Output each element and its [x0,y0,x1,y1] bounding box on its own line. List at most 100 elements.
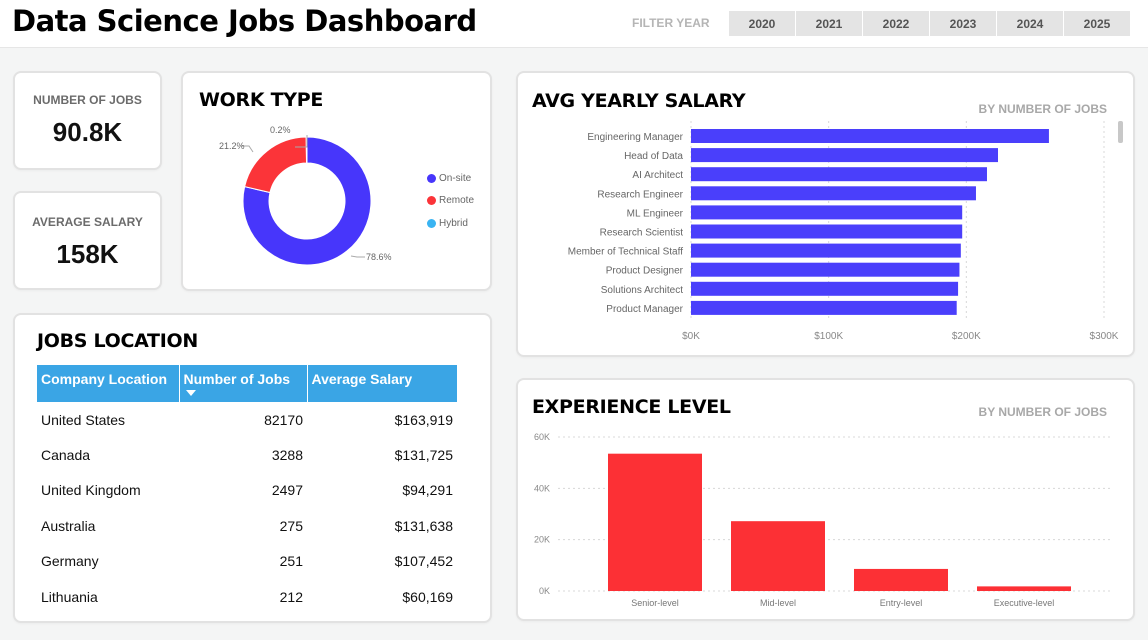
jobs-location-table: Company Location Number of Jobs Average … [37,365,457,614]
page-title: Data Science Jobs Dashboard [12,4,477,38]
cell-jobs: 2497 [271,482,303,499]
donut-slice-remote[interactable] [244,136,308,194]
salary-bar-ai-architect[interactable] [691,167,987,182]
salary-bar-member-of-technical-staff[interactable] [691,243,961,258]
experience-chart-subtitle: BY NUMBER OF JOBS [978,405,1107,419]
table-row[interactable]: Australia 275 $131,638 [37,508,457,543]
salary-bar-research-scientist[interactable] [691,224,963,239]
salary-category-label: Product Designer [606,266,684,277]
year-button-2023[interactable]: 2023 [930,11,996,36]
cell-jobs: 3288 [271,447,303,464]
donut-label-hybrid: 0.2% [270,125,291,135]
experience-category-label: Mid-level [760,598,796,608]
salary-bar-chart: Engineering Manager Head of Data AI Archit… [568,121,1123,342]
salary-bar-research-engineer[interactable] [691,186,976,201]
experience-bar-executive-level[interactable] [977,586,1071,591]
experience-bar-entry-level[interactable] [854,568,948,591]
salary-category-label: Research Engineer [597,189,683,200]
sort-descending-icon[interactable] [185,390,196,396]
year-button-2024[interactable]: 2024 [997,11,1063,36]
experience-category-label: Senior-level [631,598,679,608]
column-header-jobs-label: Number of Jobs [183,371,291,387]
year-button-2025[interactable]: 2025 [1064,11,1130,36]
kpi-jobs-label: NUMBER OF JOBS [33,93,142,107]
table-row[interactable]: United Kingdom 2497 $94,291 [37,473,457,508]
experience-y-tick-label: 60K [534,432,550,442]
jobs-location-card: JOBS LOCATION Company Location Number of… [13,313,492,623]
year-button-2021[interactable]: 2021 [796,11,862,36]
legend-label-onsite: On-site [439,173,472,184]
cell-country: Germany [41,553,99,570]
salary-category-label: Product Manager [606,304,683,315]
cell-salary: $107,452 [394,553,453,570]
salary-x-tick-label: $300K [1090,331,1119,342]
salary-chart-scrollbar[interactable] [1118,121,1123,143]
year-button-2020[interactable]: 2020 [729,11,795,36]
cell-salary: $131,725 [394,447,453,464]
table-row[interactable]: Lithuania 212 $60,169 [37,579,457,614]
salary-category-label: Solutions Architect [601,285,683,296]
experience-y-tick-label: 20K [534,535,550,545]
table-row[interactable]: United States 82170 $163,919 [37,402,457,437]
donut-label-remote: 21.2% [219,141,245,151]
salary-category-label: Member of Technical Staff [568,247,683,258]
legend-dot-hybrid [427,219,436,228]
salary-x-tick-label: $0K [682,331,700,342]
experience-y-tick-label: 0K [539,586,550,596]
salary-bar-solutions-architect[interactable] [691,281,959,296]
year-button-2022[interactable]: 2022 [863,11,929,36]
column-header-salary[interactable]: Average Salary [306,365,457,402]
experience-category-label: Entry-level [880,598,923,608]
experience-bar-mid-level[interactable] [731,521,825,591]
cell-country: Australia [41,517,96,534]
table-row[interactable]: Canada 3288 $131,725 [37,437,457,472]
jobs-location-title: JOBS LOCATION [37,330,198,352]
legend-item-hybrid[interactable]: Hybrid [427,218,468,229]
work-type-donut-chart: 0.2% 21.2% 78.6% [219,125,392,266]
salary-x-tick-label: $200K [952,331,981,342]
salary-category-label: AI Architect [632,170,683,181]
leader-line-remote [241,145,254,153]
table-header-row: Company Location Number of Jobs Average … [37,365,457,402]
table-row[interactable]: Germany 251 $107,452 [37,544,457,579]
experience-bar-chart: 0K 20K 40K 60K Senior-level Mid-level Entry-l… [534,432,1110,608]
work-type-title: WORK TYPE [199,89,324,111]
cell-jobs: 82170 [264,411,303,428]
filter-year-label: FILTER YEAR [632,16,710,30]
cell-salary: $163,919 [394,411,453,428]
cell-jobs: 275 [279,517,303,534]
salary-bar-ml-engineer[interactable] [691,205,963,220]
legend-label-hybrid: Hybrid [439,218,468,229]
experience-bar-senior-level[interactable] [608,453,702,591]
legend-item-onsite[interactable]: On-site [427,173,471,184]
donut-slice-on-site[interactable] [242,136,372,266]
cell-salary: $131,638 [394,517,453,534]
salary-x-tick-label: $100K [814,331,843,342]
salary-bar-product-designer[interactable] [691,262,960,277]
cell-salary: $60,169 [402,588,453,605]
leader-line-hybrid [350,255,365,258]
cell-salary: $94,291 [402,482,453,499]
salary-bar-product-manager[interactable] [691,300,957,315]
column-header-salary-label: Average Salary [311,371,413,387]
salary-category-label: Head of Data [624,151,683,162]
experience-chart-title: EXPERIENCE LEVEL [532,396,731,418]
kpi-card-jobs: NUMBER OF JOBS 90.8K [13,71,162,170]
column-header-location-label: Company Location [41,371,168,387]
kpi-salary-label: AVERAGE SALARY [32,215,143,229]
leader-line-onsite [295,135,308,148]
kpi-salary-value: 158K [56,239,119,269]
salary-bar-engineering-manager[interactable] [691,129,1049,143]
cell-jobs: 251 [279,553,303,570]
legend-item-remote[interactable]: Remote [427,195,474,206]
salary-chart-card: AVG YEARLY SALARY BY NUMBER OF JOBS Engi… [516,71,1135,357]
salary-bar-head-of-data[interactable] [691,148,998,163]
cell-country: United Kingdom [41,482,141,499]
kpi-jobs-value: 90.8K [52,117,123,147]
column-header-jobs[interactable]: Number of Jobs [178,365,307,402]
kpi-card-salary: AVERAGE SALARY 158K [13,191,162,290]
column-header-location[interactable]: Company Location [37,365,179,402]
experience-category-label: Executive-level [994,598,1055,608]
work-type-card: WORK TYPE 0.2% 21.2% 78.6% On-site Remot… [181,71,492,291]
legend-dot-remote [427,196,436,205]
